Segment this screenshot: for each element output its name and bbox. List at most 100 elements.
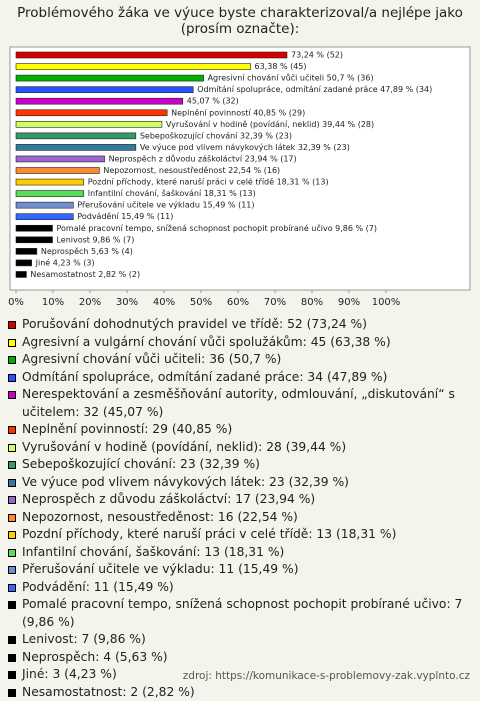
bar [16,191,84,197]
bar-label: Odmítání spolupráce, odmítání zadané prá… [197,84,432,94]
bar-label: Nesamostatnost 2,82 % (2) [30,270,140,279]
x-tick-label: 20% [79,297,101,308]
bar-label: 63,38 % (45) [255,62,307,71]
bar [16,64,251,70]
bar-label: Přerušování učitele ve výkladu 15,49 % (… [77,200,254,210]
legend-swatch [8,339,16,347]
legend-swatch [8,549,16,557]
legend-swatch [8,461,16,469]
bar [16,110,167,116]
legend-text: Ve výuce pod vlivem návykových látek: 23… [22,475,349,489]
bar [16,144,136,150]
legend-swatch [8,584,16,592]
bar [16,52,287,58]
legend-item: Podvádění: 11 (15,49 %) [8,579,470,597]
legend-item: Nepozornost, nesoustředěnost: 16 (22,54 … [8,509,470,527]
bar [16,75,204,81]
bar [16,133,136,139]
legend-swatch [8,654,16,662]
legend-text: Neplnění povinností: 29 (40,85 %) [22,422,232,436]
bar [16,168,99,174]
legend-item: Agresivní a vulgární chování vůči spoluž… [8,334,470,352]
legend-text: Odmítání spolupráce, odmítání zadané prá… [22,370,387,384]
legend-swatch [8,321,16,329]
bar [16,225,52,231]
bar [16,121,162,127]
bar-label: Pozdní příchody, které naruší práci v ce… [88,177,329,187]
legend-text: Neprospěch z důvodu záškoláctví: 17 (23,… [22,492,315,506]
bar-label: Nepozornost, nesoustředěnost 22,54 % (16… [103,166,280,175]
chart-title: (prosím označte): [181,21,300,37]
legend-text: Agresivní chování vůči učiteli: 36 (50,7… [22,352,281,366]
legend-text: Podvádění: 11 (15,49 %) [22,580,174,594]
legend-swatch [8,531,16,539]
bar-label: Podvádění 15,49 % (11) [77,212,173,221]
x-tick-label: 100% [372,297,401,308]
legend-item: Ve výuce pod vlivem návykových látek: 23… [8,474,470,492]
legend-swatch [8,566,16,574]
x-tick-label: 80% [301,297,323,308]
bar [16,87,193,93]
bar-label: Vyrušování v hodině (povídání, neklid) 3… [166,119,374,129]
legend-swatch [8,426,16,434]
legend-item: Sebepoškozující chování: 23 (32,39 %) [8,456,470,474]
legend-text: Porušování dohodnutých pravidel ve třídě… [22,317,367,331]
legend-item: Odmítání spolupráce, odmítání zadané prá… [8,369,470,387]
chart-title: Problémového žáka ve výuce byste charakt… [17,5,463,21]
legend-swatch [8,636,16,644]
legend-swatch [8,479,16,487]
legend-item: Agresivní chování vůči učiteli: 36 (50,7… [8,351,470,369]
legend-text: Sebepoškozující chování: 23 (32,39 %) [22,457,260,471]
x-tick-label: 30% [116,297,138,308]
legend-item: Pozdní příchody, které naruší práci v ce… [8,526,470,544]
legend-item: Vyrušování v hodině (povídání, neklid): … [8,439,470,457]
bar [16,202,73,208]
legend-text: Infantilní chování, šaškování: 13 (18,31… [22,545,284,559]
legend-item: Neprospěch: 4 (5,63 %) [8,649,470,667]
bar-label: Lenivost 9,86 % (7) [56,235,134,244]
legend-text: Nesamostatnost: 2 (2,82 %) [22,685,195,699]
bar [16,98,183,104]
x-tick-label: 0% [8,297,24,308]
legend-text: Nepozornost, nesoustředěnost: 16 (22,54 … [22,510,298,524]
legend-text: Pomalé pracovní tempo, snížená schopnost… [22,597,462,629]
bar-label: Neplnění povinností 40,85 % (29) [171,108,305,117]
legend-text: Přerušování učitele ve výkladu: 11 (15,4… [22,562,299,576]
bar [16,179,84,185]
legend-swatch [8,514,16,522]
legend-text: Lenivost: 7 (9,86 %) [22,632,146,646]
bar-label: 45,07 % (32) [187,97,239,106]
bar [16,248,37,254]
legend-text: Nerespektování a zesměšňování autority, … [22,387,455,419]
legend-swatch [8,496,16,504]
bar-label: Pomalé pracovní tempo, snížená schopnost… [56,223,377,233]
legend-item: Nesamostatnost: 2 (2,82 %) [8,684,470,701]
legend-text: Agresivní a vulgární chování vůči spoluž… [22,335,391,349]
legend-swatch [8,689,16,697]
legend-item: Přerušování učitele ve výkladu: 11 (15,4… [8,561,470,579]
x-tick-label: 10% [42,297,64,308]
legend-item: Infantilní chování, šaškování: 13 (18,31… [8,544,470,562]
bar [16,260,32,266]
legend: Porušování dohodnutých pravidel ve třídě… [8,316,470,701]
x-tick-label: 90% [338,297,360,308]
legend-swatch [8,374,16,382]
legend-item: Nerespektování a zesměšňování autority, … [8,386,470,421]
legend-swatch [8,601,16,609]
legend-swatch [8,444,16,452]
x-tick-label: 40% [153,297,175,308]
source: zdroj: https://komunikace-s-problemovy-z… [183,670,470,682]
legend-item: Pomalé pracovní tempo, snížená schopnost… [8,596,470,631]
legend-item: Lenivost: 7 (9,86 %) [8,631,470,649]
bar-label: Infantilní chování, šaškování 18,31 % (1… [88,188,256,198]
bar-label: Neprospěch z důvodu záškoláctví 23,94 % … [109,153,297,163]
bar [16,156,105,162]
legend-text: Pozdní příchody, které naruší práci v ce… [22,527,396,541]
bar-label: Jiné 4,23 % (3) [35,257,95,267]
legend-text: Jiné: 3 (4,23 %) [22,667,117,681]
legend-item: Neprospěch z důvodu záškoláctví: 17 (23,… [8,491,470,509]
legend-swatch [8,356,16,364]
x-tick-label: 60% [227,297,249,308]
legend-item: Neplnění povinností: 29 (40,85 %) [8,421,470,439]
